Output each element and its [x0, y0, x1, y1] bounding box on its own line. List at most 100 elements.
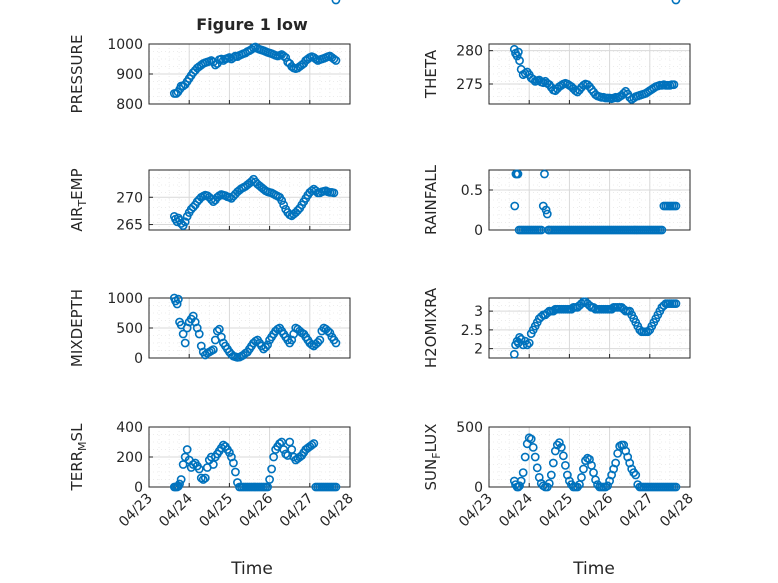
data-point [214, 324, 224, 334]
data-point [188, 202, 198, 212]
data-point [515, 481, 524, 491]
figure-title: Figure 1 low [196, 15, 308, 34]
data-point [216, 54, 226, 64]
data-point [528, 442, 538, 452]
data-point [188, 460, 198, 469]
x-tick-label: 04/28 [657, 491, 697, 531]
y-tick-label: 800 [116, 97, 143, 113]
y-tick-label: 0 [134, 480, 143, 496]
y-tick-label: 0 [474, 480, 483, 496]
y-axis-label: PRESSURE [68, 35, 86, 114]
data-point [196, 473, 206, 483]
data-point [530, 452, 540, 462]
data-point [261, 342, 270, 352]
data-point [671, 201, 681, 211]
y-tick-label: 200 [116, 450, 143, 466]
data-point [331, 482, 341, 492]
y-tick-label: 2 [474, 342, 483, 358]
data-point [643, 327, 653, 337]
data-point [293, 205, 303, 215]
data-point [283, 451, 293, 460]
y-tick-label: 0 [134, 351, 143, 367]
y-tick-label: 270 [116, 190, 143, 206]
data-point [611, 458, 621, 468]
y-tick-label: 275 [456, 77, 483, 93]
y-tick-label: 3 [474, 304, 483, 320]
x-tick-label: 04/27 [277, 491, 317, 531]
data-point [172, 299, 182, 309]
data-point [541, 205, 551, 215]
x-axis-label-right: Time [572, 559, 615, 579]
data-point [263, 340, 272, 350]
data-point [558, 451, 568, 461]
y-tick-label: 265 [116, 218, 143, 234]
data-point [573, 482, 582, 492]
data-point [231, 467, 240, 477]
data-point [669, 80, 679, 90]
x-tick-label: 04/23 [456, 491, 496, 531]
data-point [175, 479, 184, 489]
data-point [313, 337, 323, 347]
data-point [671, 482, 681, 492]
data-point [518, 468, 528, 477]
x-tick-label: 04/26 [237, 490, 277, 530]
y-tick-label: 500 [456, 420, 483, 436]
y-tick-label: 500 [116, 321, 143, 337]
data-point [631, 470, 641, 480]
x-tick-label: 04/27 [617, 491, 657, 531]
data-point [224, 53, 234, 62]
data-point [267, 464, 277, 474]
data-point [279, 51, 289, 61]
x-axis-label-left: Time [230, 559, 273, 579]
y-axis-label: SUNFLUX [422, 424, 443, 491]
data-point [194, 329, 204, 339]
data-point [329, 54, 339, 64]
data-point [515, 56, 524, 66]
data-point [173, 294, 183, 304]
data-point [513, 169, 523, 179]
data-point [176, 219, 186, 228]
data-point [524, 338, 534, 348]
data-point [516, 476, 526, 486]
data-point [309, 439, 319, 448]
subplot-theta: 275 280 THETA [422, 0, 691, 105]
data-point [311, 54, 321, 64]
data-point [591, 475, 600, 485]
data-point [200, 473, 210, 483]
data-point [619, 88, 629, 98]
x-tick-label: 04/26 [577, 490, 617, 530]
data-point [548, 458, 558, 468]
data-point [331, 56, 341, 65]
data-point [556, 442, 566, 452]
data-point [265, 475, 274, 484]
subplot-rainfall: 0 0.5 RAINFALL [422, 164, 691, 239]
data-point [510, 201, 520, 211]
y-tick-label: 0.5 [461, 183, 483, 199]
y-axis-label: MIXDEPTH [68, 289, 86, 367]
data-point [224, 448, 234, 457]
x-tick-label: 04/25 [536, 491, 576, 531]
subplot-h2omixra: 2 2.5 3 H2OMIXRA [422, 287, 691, 368]
data-point [509, 349, 519, 359]
data-point [513, 47, 523, 57]
subplot-air-temp: 265 270 AIRTEMP [68, 0, 351, 234]
y-tick-label: 1000 [107, 291, 143, 307]
data-point [281, 449, 291, 459]
data-point [198, 475, 208, 484]
y-tick-label: 400 [116, 420, 143, 436]
axes-frame [148, 169, 351, 231]
data-point [307, 440, 317, 450]
axes-frame [488, 426, 691, 488]
data-point [546, 470, 556, 480]
data-point [542, 209, 552, 219]
data-point [528, 74, 538, 84]
data-point [625, 92, 635, 102]
data-point [229, 458, 238, 468]
data-point [331, 338, 341, 348]
y-tick-label: 280 [456, 44, 483, 60]
y-tick-label: 1000 [107, 37, 143, 53]
data-point [279, 445, 289, 454]
data-point [279, 200, 289, 210]
y-axis-label: RAINFALL [422, 164, 440, 235]
data-point [520, 452, 530, 462]
